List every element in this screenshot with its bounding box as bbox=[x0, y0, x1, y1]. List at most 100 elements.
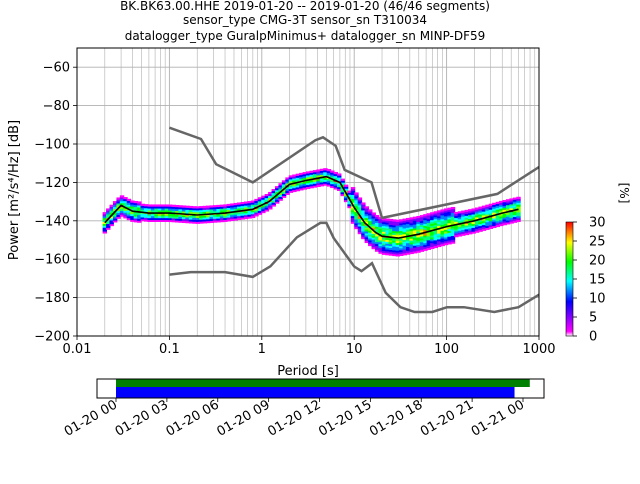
psd-cell bbox=[388, 245, 394, 249]
psd-cell bbox=[209, 205, 214, 208]
psd-cell bbox=[402, 237, 407, 240]
psd-cell bbox=[505, 218, 511, 221]
psd-cell bbox=[319, 178, 325, 181]
psd-cell bbox=[347, 194, 352, 197]
psd-cell bbox=[419, 249, 425, 252]
psd-cell bbox=[371, 220, 376, 223]
psd-cell bbox=[471, 231, 476, 234]
psd-cell bbox=[378, 236, 383, 239]
psd-cell bbox=[495, 217, 501, 220]
psd-cell bbox=[178, 210, 183, 214]
psd-cell bbox=[264, 209, 270, 212]
psd-cell bbox=[164, 215, 170, 219]
psd-cell bbox=[512, 220, 518, 223]
psd-cell bbox=[164, 210, 170, 213]
psd-cell bbox=[350, 210, 356, 213]
psd-cell bbox=[212, 210, 218, 214]
psd-cell bbox=[481, 213, 487, 216]
psd-cell bbox=[481, 207, 487, 210]
psd-cell bbox=[426, 238, 432, 241]
psd-cell bbox=[461, 218, 466, 221]
psd-cell bbox=[168, 206, 173, 209]
psd-cell bbox=[250, 212, 256, 215]
psd-cell bbox=[274, 191, 280, 195]
psd-cell bbox=[399, 249, 404, 253]
psd-cell bbox=[423, 235, 428, 238]
colorbar-label: [%] bbox=[617, 183, 631, 204]
psd-cell bbox=[133, 206, 139, 209]
psd-cell bbox=[457, 232, 463, 235]
psd-cell bbox=[409, 217, 414, 220]
psd-cell bbox=[443, 208, 449, 211]
psd-cell bbox=[264, 195, 270, 199]
psd-cell bbox=[350, 192, 356, 195]
psd-cell bbox=[509, 217, 514, 220]
psd-cell bbox=[143, 217, 149, 220]
psd-cell bbox=[254, 202, 259, 205]
psd-cell bbox=[440, 238, 445, 241]
psd-cell bbox=[340, 192, 345, 195]
psd-cell bbox=[457, 215, 463, 218]
psd-cell bbox=[195, 206, 201, 209]
psd-cell bbox=[450, 218, 456, 221]
psd-cell bbox=[378, 251, 383, 254]
psd-cell bbox=[109, 210, 114, 213]
psd-cell bbox=[102, 214, 108, 217]
psd-cell bbox=[409, 228, 414, 232]
psd-cell bbox=[116, 205, 121, 208]
psd-cell bbox=[112, 212, 118, 215]
psd-cell bbox=[440, 228, 445, 231]
psd-cell bbox=[474, 207, 480, 210]
psd-cell bbox=[209, 211, 214, 214]
psd-cell bbox=[206, 217, 211, 220]
psd-cell bbox=[488, 209, 494, 212]
psd-cell bbox=[123, 216, 128, 219]
psd-cell bbox=[278, 194, 283, 197]
psd-cell bbox=[381, 245, 387, 248]
psd-cell bbox=[361, 229, 366, 232]
psd-cell bbox=[488, 219, 494, 222]
psd-cell bbox=[288, 179, 294, 182]
psd-cell bbox=[499, 221, 504, 225]
psd-cell bbox=[495, 205, 501, 208]
psd-cell bbox=[302, 185, 307, 188]
psd-cell bbox=[119, 197, 125, 200]
psd-cell bbox=[199, 219, 204, 222]
psd-cell bbox=[419, 224, 425, 227]
psd-cell bbox=[216, 210, 221, 213]
psd-cell bbox=[402, 245, 407, 248]
psd-cell bbox=[381, 237, 387, 240]
psd-cell bbox=[505, 201, 511, 204]
psd-cell bbox=[268, 203, 273, 206]
psd-cell bbox=[333, 177, 338, 180]
title-line-1: BK.BK63.00.HHE 2019-01-20 -- 2019-01-20 … bbox=[120, 0, 490, 13]
psd-cell bbox=[443, 233, 449, 236]
psd-cell bbox=[278, 198, 283, 201]
psd-cell bbox=[312, 175, 318, 179]
psd-cell bbox=[243, 205, 249, 208]
psd-cell bbox=[437, 223, 442, 226]
psd-cell bbox=[130, 206, 135, 209]
psd-cell bbox=[333, 181, 338, 184]
psd-cell bbox=[516, 219, 521, 222]
psd-cell bbox=[106, 221, 111, 225]
psd-cell bbox=[143, 204, 149, 207]
psd-cell bbox=[357, 228, 363, 231]
psd-cell bbox=[499, 223, 504, 227]
psd-cell bbox=[454, 231, 459, 234]
psd-cell bbox=[405, 221, 411, 224]
psd-cell bbox=[392, 234, 397, 237]
psd-cell bbox=[468, 211, 473, 214]
psd-cell bbox=[254, 210, 259, 213]
timeline-tick-label: 01-20 06 bbox=[164, 397, 222, 439]
psd-cell bbox=[464, 230, 469, 234]
psd-cell bbox=[295, 183, 301, 186]
x-tick-label: 1000 bbox=[522, 342, 555, 357]
psd-cell bbox=[412, 247, 418, 250]
psd-cell bbox=[140, 207, 145, 210]
x-tick-label: 0.1 bbox=[159, 342, 180, 357]
psd-cell bbox=[237, 208, 242, 211]
colorbar-tick-label: 30 bbox=[589, 216, 606, 231]
psd-cell bbox=[264, 197, 270, 201]
psd-cell bbox=[378, 226, 383, 229]
